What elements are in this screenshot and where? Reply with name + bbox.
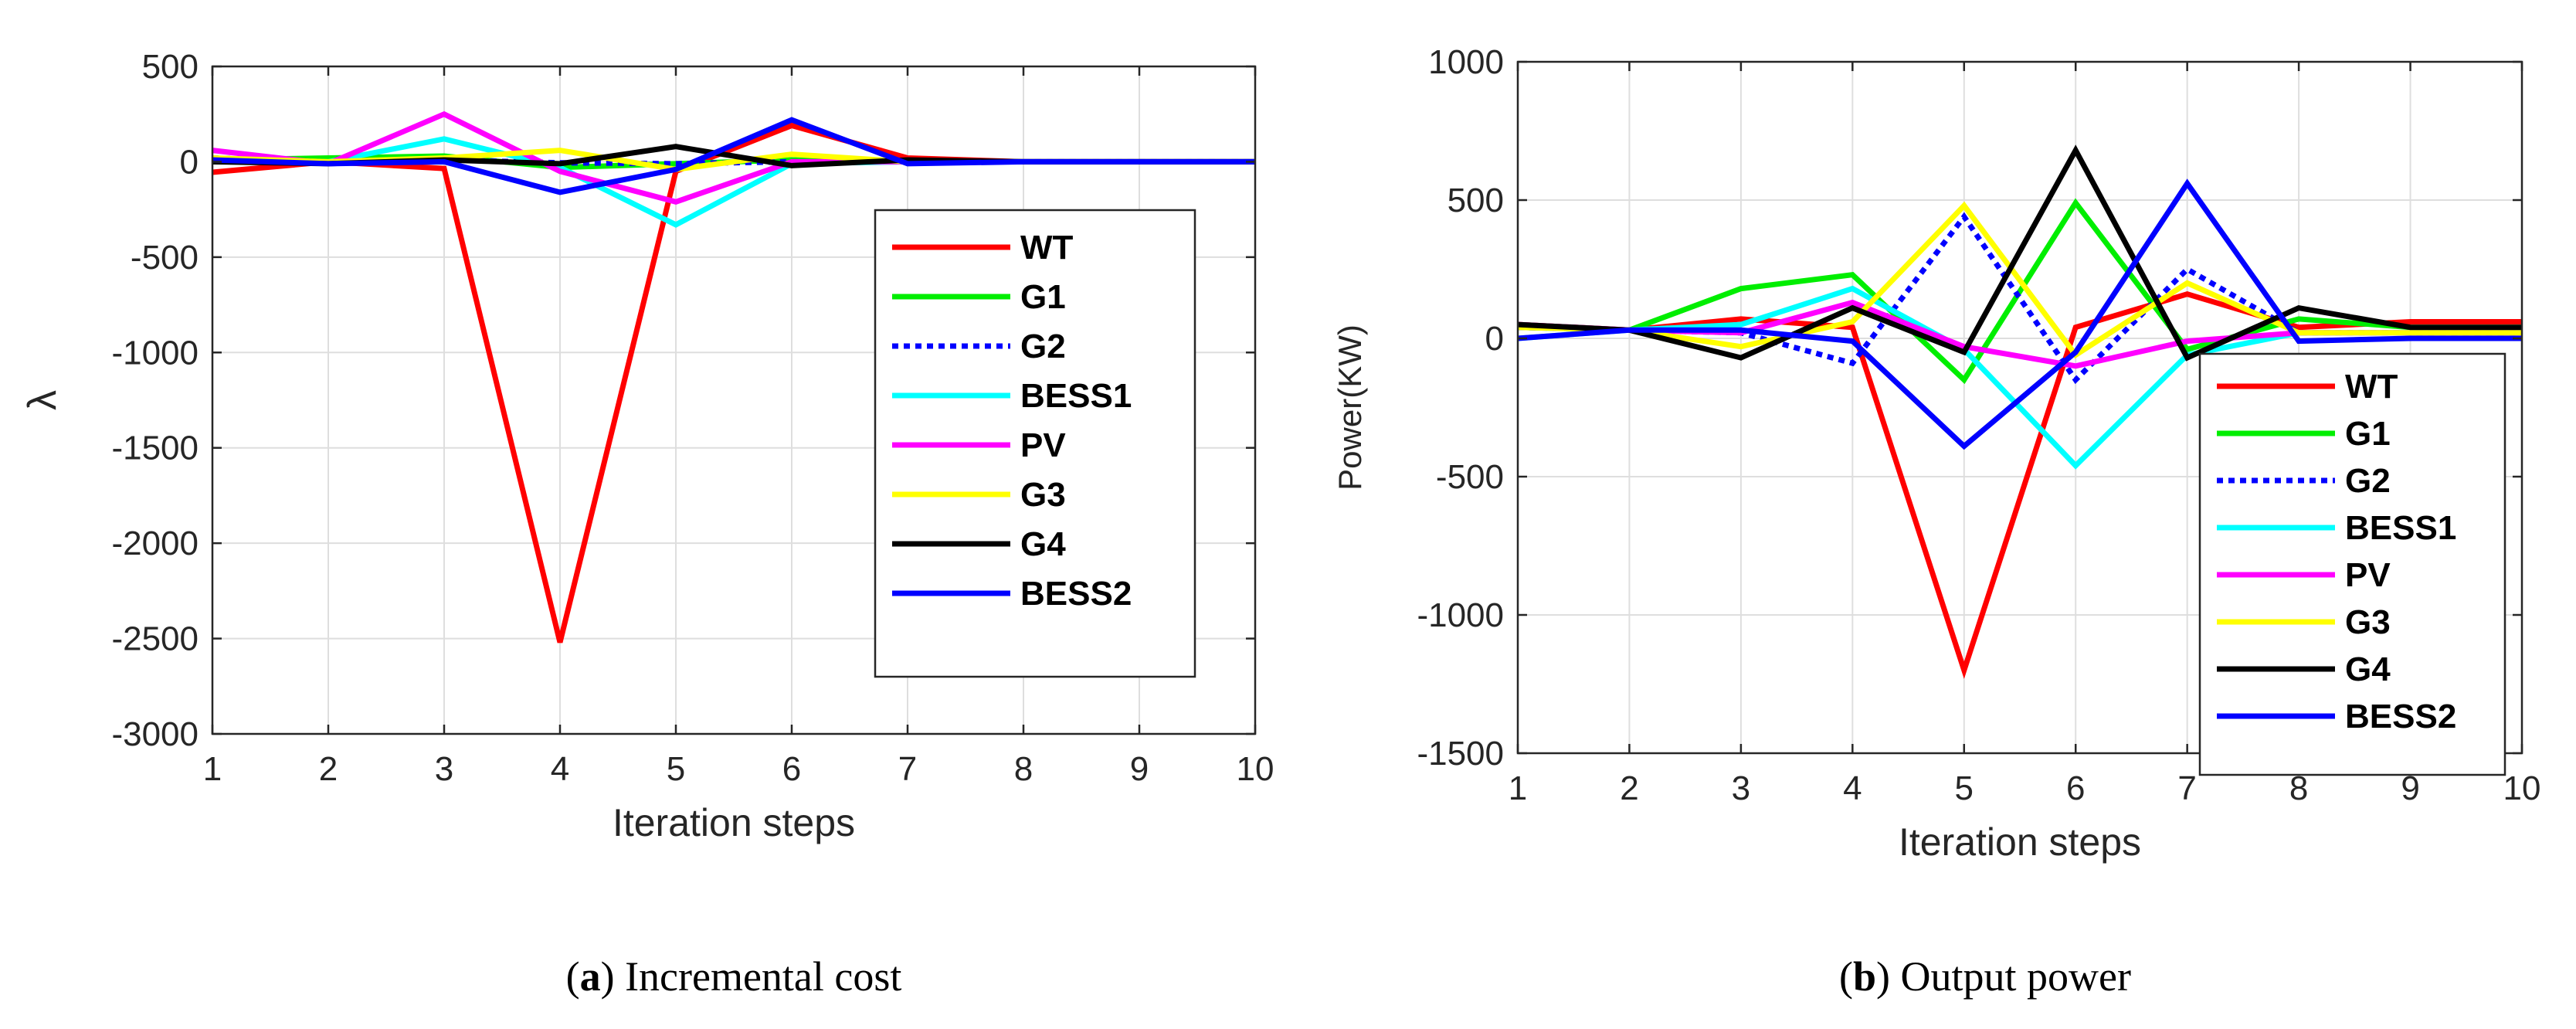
legend-label-g2: G2: [1020, 328, 1066, 365]
caption-a: (a) Incremental cost: [566, 953, 902, 1000]
legend-label-bess1: BESS1: [1020, 377, 1132, 415]
y-tick-label: 1000: [1428, 43, 1504, 81]
x-tick-label: 3: [435, 750, 453, 788]
y-tick-label: -1500: [111, 430, 199, 467]
x-tick-label: 2: [319, 750, 338, 788]
y-axis-label: Power(KW): [1332, 324, 1368, 491]
y-tick-label: -500: [131, 239, 199, 277]
y-axis-label: λ: [20, 390, 65, 410]
x-tick-label: 3: [1732, 769, 1750, 807]
legend-label-bess2: BESS2: [1020, 575, 1132, 613]
legend-label-wt: WT: [1020, 229, 1074, 267]
x-tick-label: 1: [203, 750, 222, 788]
axes-frame-b: [1516, 60, 2523, 755]
x-tick-label: 6: [782, 750, 801, 788]
legend-label-g1: G1: [2345, 415, 2391, 453]
axes-frame-a: [211, 65, 1257, 735]
x-axis-label: Iteration steps: [1899, 820, 2141, 864]
legend-label-g4: G4: [1020, 525, 1066, 563]
legend-label-g3: G3: [1020, 476, 1066, 514]
y-tick-label: -2500: [111, 620, 199, 658]
legend-b: WT G1 G2 BESS1 PV G3 G4 BESS2: [2198, 352, 2506, 776]
x-tick-label: 1: [1509, 769, 1527, 807]
series-line-g4: [1517, 144, 2522, 362]
series-line-bess2: [1517, 178, 2522, 450]
x-tick-label: 8: [1014, 750, 1033, 788]
series-line-g3: [1517, 201, 2522, 359]
legend-label-g4: G4: [2345, 650, 2391, 688]
series-line-bess2: [212, 117, 1255, 195]
panel-a-incremental-cost: 1 2 3 4 5 6 7 8 9 10 500 0 -500 -1000 -1500 -2000 -2500 -…: [20, 48, 1274, 844]
caption-b: (b) Output power: [1839, 953, 2131, 1000]
x-tick-label: 2: [1620, 769, 1638, 807]
legend-label-g3: G3: [2345, 603, 2391, 641]
x-tick-label: 5: [1955, 769, 1974, 807]
x-tick-label: 7: [2177, 769, 2196, 807]
legend-label-g2: G2: [2345, 462, 2391, 500]
y-tick-label: 0: [1485, 320, 1504, 358]
y-tick-label: -3000: [111, 715, 199, 753]
y-tick-label: -1000: [111, 334, 199, 372]
legend-label-bess2: BESS2: [2345, 698, 2456, 735]
y-tick-label: -1000: [1417, 596, 1504, 634]
legend-label-wt: WT: [2345, 368, 2398, 406]
x-tick-label: 5: [667, 750, 685, 788]
x-tick-label: 4: [551, 750, 569, 788]
legend-label-pv: PV: [1020, 426, 1066, 464]
legend-a: WT G1 G2 BESS1 PV G3 G4 BESS2: [874, 209, 1196, 678]
x-tick-label: 7: [898, 750, 917, 788]
y-tick-label: -1500: [1417, 735, 1504, 773]
legend-box: [2198, 352, 2506, 776]
series-line-g1: [1517, 198, 2522, 385]
x-tick-label: 4: [1843, 769, 1862, 807]
y-tick-label: 500: [142, 48, 199, 86]
x-tick-label: 6: [2066, 769, 2085, 807]
x-tick-label: 9: [1130, 750, 1149, 788]
x-tick-label: 10: [1237, 750, 1274, 788]
x-tick-label: 10: [2503, 769, 2541, 807]
caption-a-letter: a: [580, 953, 601, 1000]
legend-label-g1: G1: [1020, 278, 1066, 316]
legend-label-bess1: BESS1: [2345, 509, 2456, 547]
caption-a-text: Incremental cost: [625, 953, 901, 1000]
y-tick-label: 500: [1448, 182, 1504, 219]
caption-b-text: Output power: [1901, 953, 2131, 1000]
legend-label-pv: PV: [2345, 556, 2391, 594]
panel-b-output-power: 1 2 3 4 5 6 7 8 9 1010005000-500-1000-1500Iterati…: [1332, 43, 2540, 864]
caption-b-letter: b: [1853, 953, 1876, 1000]
y-tick-label: 0: [180, 143, 199, 181]
x-axis-label: Iteration steps: [613, 801, 855, 844]
y-tick-label: -2000: [111, 525, 199, 562]
y-tick-label: -500: [1436, 458, 1504, 496]
